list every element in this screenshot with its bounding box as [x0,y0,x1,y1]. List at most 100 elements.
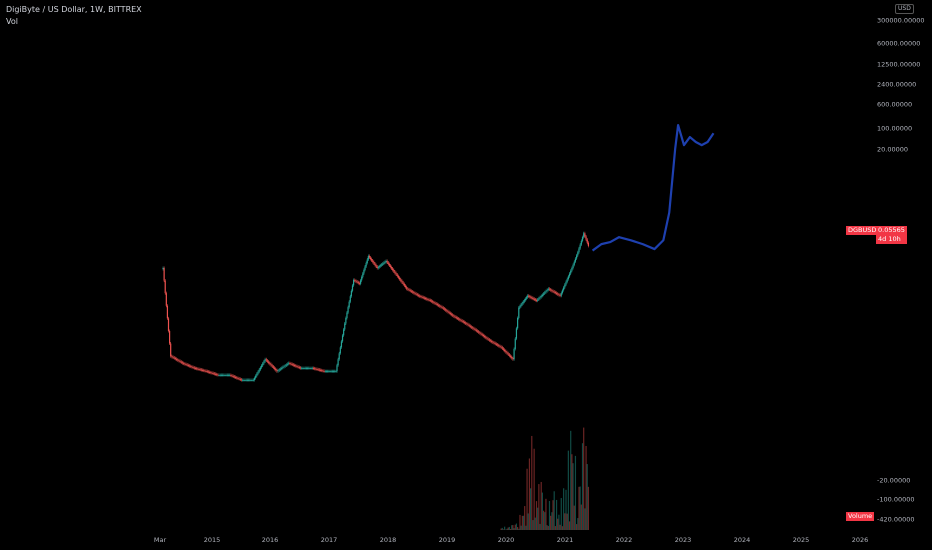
bar-countdown: 4d 10h [878,235,901,243]
candle-body [408,289,410,291]
candle-body [309,368,311,369]
volume-bar [507,527,509,530]
volume-bar [544,512,546,530]
candle-body [239,379,241,380]
volume-bar [533,448,535,530]
candle-body [361,276,363,281]
candle-body [197,368,199,370]
candle-body [583,233,585,238]
candle-body [251,380,253,381]
candle-body [272,366,274,368]
candle-body [179,361,181,362]
candle-body [495,343,497,345]
candle-body [366,259,368,263]
candle-body [505,350,507,353]
candle-body [247,380,250,381]
candle-body [481,334,483,336]
candle-body [504,349,506,351]
candle-body [185,364,187,365]
candle-body [574,258,577,262]
candle-body [419,295,421,297]
candle-body [384,261,386,263]
candle-body [525,297,528,299]
candle-body [456,317,459,319]
candle-body [378,266,381,268]
volume-axis[interactable]: -20.00000 -100.00000 -420.00000 [877,477,915,524]
candle-body [184,363,186,365]
candle-body [565,281,567,285]
volume-bar [539,523,541,530]
candle-body [392,268,394,270]
candle-body [317,369,319,371]
candle-body [315,368,317,370]
candle-body [518,307,520,318]
candle-body [535,300,538,301]
price-tick-label: 20.00000 [877,146,908,154]
volume-bar [570,430,572,530]
volume-bar [504,526,506,530]
candle-body [401,280,403,283]
symbol-title[interactable]: DigiByte / US Dollar, 1W, BITTREX [6,5,142,14]
candle-body [268,361,270,363]
candle-body [180,361,182,363]
candle-body [584,233,586,237]
candle-body [199,369,201,371]
candle-body [318,369,320,371]
candle-body [450,313,453,315]
candle-body [265,359,267,361]
candle-body [269,362,271,365]
volume-bar [565,489,567,530]
candle-body [443,308,446,310]
price-candles [162,231,590,382]
candle-body [420,296,422,298]
candle-body [229,375,231,376]
candle-body [174,358,177,360]
candle-body [461,320,463,322]
candle-body [522,301,524,304]
candle-body [339,347,341,354]
candle-body [517,317,519,329]
volume-bar [500,528,502,530]
price-axis[interactable]: 300000.00000 60000.00000 12500.00000 2400.0… [877,17,925,154]
candle-body [421,296,423,298]
candle-body [284,365,286,367]
candle-body [218,375,220,376]
candle-body [501,347,503,349]
candle-body [572,264,574,268]
candle-body [289,363,291,364]
candle-body [205,370,207,372]
candle-body [513,348,515,360]
volume-indicator-label[interactable]: Vol [6,17,18,26]
currency-badge[interactable]: USD [895,4,914,14]
candle-body [410,290,413,292]
time-tick-label: 2021 [557,536,574,544]
volume-bar [519,514,521,530]
candle-body [324,371,326,373]
candle-body [502,348,505,350]
candle-body [282,367,284,368]
volume-bar [532,520,534,530]
candle-body [194,368,197,369]
candle-body [442,307,444,309]
candle-body [499,345,501,347]
candle-body [585,236,587,240]
candle-body [187,365,189,366]
volume-bar [524,506,526,530]
volume-bar [514,524,516,530]
candle-body [561,290,564,293]
candle-body [566,279,568,282]
candle-body [515,328,518,339]
volume-bar [580,504,582,530]
candle-body [529,296,531,298]
volume-bar [585,446,587,530]
candle-body [440,306,442,308]
candle-body [311,368,313,369]
candle-body [537,299,539,301]
volume-bar [506,528,508,530]
candle-body [301,368,303,369]
candle-body [224,375,226,376]
candle-body [360,280,362,284]
candle-body [506,352,508,354]
time-axis[interactable]: Mar 2015 2016 2017 2018 2019 2020 2021 2022 2023 2… [154,536,868,544]
